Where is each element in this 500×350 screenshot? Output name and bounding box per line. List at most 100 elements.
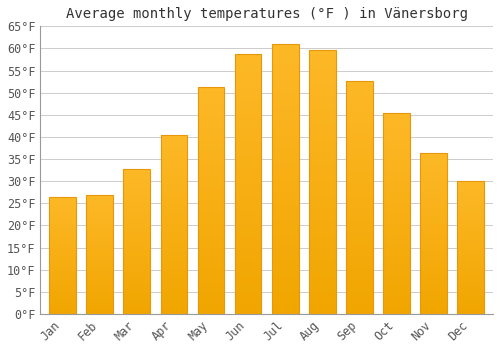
Bar [235,103,262,106]
Bar [383,166,410,168]
Bar [49,251,76,252]
Bar [124,226,150,227]
Bar [235,173,262,176]
Bar [160,308,188,310]
Bar [160,172,188,174]
Bar [160,153,188,154]
Bar [160,138,188,140]
Bar [420,198,447,200]
Bar [272,60,298,63]
Bar [309,179,336,182]
Bar [420,274,447,275]
Bar [346,253,373,256]
Bar [458,228,484,229]
Bar [235,244,262,246]
Bar [124,307,150,308]
Bar [49,228,76,230]
Bar [458,299,484,301]
Bar [235,257,262,259]
Bar [235,129,262,132]
Bar [420,225,447,227]
Bar [198,94,224,96]
Bar [309,97,336,100]
Bar [309,58,336,60]
Bar [124,252,150,253]
Bar [49,272,76,273]
Bar [160,237,188,239]
Bar [198,110,224,112]
Bar [160,176,188,178]
Bar [235,116,262,119]
Bar [235,238,262,241]
Bar [124,185,150,187]
Bar [272,166,298,168]
Bar [86,283,113,284]
Bar [458,254,484,256]
Bar [86,269,113,270]
Bar [198,228,224,230]
Bar [86,199,113,200]
Bar [458,247,484,249]
Bar [309,301,336,303]
Bar [383,206,410,208]
Bar [346,88,373,90]
Bar [160,217,188,219]
Bar [420,282,447,284]
Bar [309,298,336,301]
Bar [458,182,484,184]
Bar [458,286,484,287]
Bar [383,270,410,272]
Bar [383,212,410,214]
Bar [309,251,336,253]
Bar [124,193,150,194]
Bar [49,204,76,205]
Bar [346,286,373,288]
Bar [235,199,262,202]
Bar [49,309,76,310]
Bar [235,134,262,137]
Bar [124,217,150,218]
Bar [458,285,484,286]
Bar [86,220,113,222]
Bar [160,273,188,274]
Bar [198,153,224,155]
Bar [49,225,76,226]
Bar [309,214,336,216]
Bar [309,205,336,208]
Bar [458,258,484,259]
Bar [49,273,76,274]
Bar [458,212,484,213]
Bar [272,273,298,276]
Bar [198,196,224,198]
Bar [346,248,373,251]
Bar [49,268,76,270]
Bar [160,266,188,267]
Bar [383,155,410,158]
Bar [309,87,336,89]
Bar [49,218,76,219]
Bar [198,296,224,298]
Bar [49,211,76,212]
Bar [383,127,410,130]
Bar [49,210,76,211]
Bar [160,178,188,180]
Bar [309,261,336,264]
Bar [49,278,76,279]
Bar [49,238,76,239]
Bar [420,205,447,206]
Title: Average monthly temperatures (°F ) in Vänersborg: Average monthly temperatures (°F ) in Vä… [66,7,468,21]
Bar [198,262,224,264]
Bar [124,169,150,314]
Bar [49,290,76,292]
Bar [235,285,262,288]
Bar [458,220,484,221]
Bar [49,220,76,221]
Bar [458,213,484,214]
Bar [346,298,373,300]
Bar [198,91,224,94]
Bar [383,154,410,155]
Bar [160,149,188,151]
Bar [124,265,150,266]
Bar [235,283,262,285]
Bar [346,246,373,248]
